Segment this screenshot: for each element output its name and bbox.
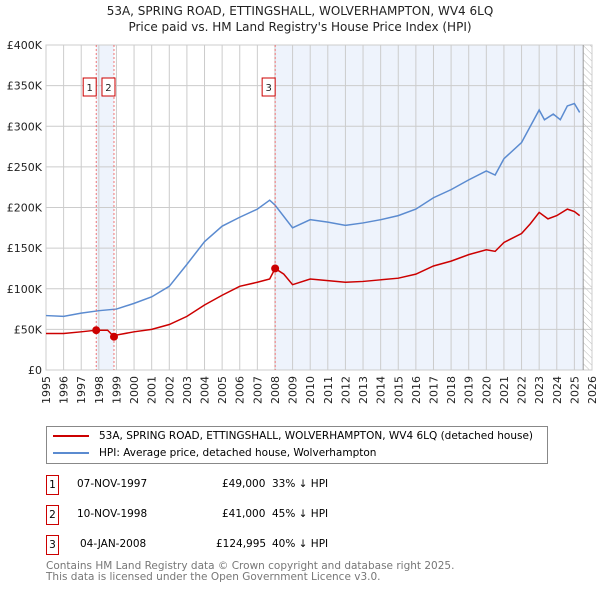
x-tick-label: 2016 — [410, 376, 423, 404]
x-tick-label: 2018 — [445, 376, 458, 404]
x-tick-label: 2003 — [181, 376, 194, 404]
x-tick-label: 2009 — [287, 376, 300, 404]
legend-blue-line — [53, 452, 89, 454]
legend: 53A, SPRING ROAD, ETTINGSHALL, WOLVERHAM… — [46, 426, 548, 464]
sale-marker: 1 — [46, 475, 59, 495]
x-tick-label: 2024 — [551, 376, 564, 404]
sale-label-box — [261, 77, 276, 97]
sale-hpi: 33% ↓ HPI — [272, 478, 329, 490]
sale-date: 10-NOV-1998 — [77, 508, 148, 520]
x-tick-label: 1995 — [40, 376, 53, 404]
footer: Contains HM Land Registry data © Crown c… — [46, 561, 454, 583]
x-tick-label: 2005 — [216, 376, 229, 404]
chart-subtitle: Price paid vs. HM Land Registry's House … — [128, 20, 472, 34]
sale-marker: 3 — [46, 535, 59, 555]
x-tick-label: 2020 — [480, 376, 493, 404]
sale-label: 1 — [87, 83, 93, 94]
x-tick-label: 2007 — [251, 376, 264, 404]
x-tick-label: 2004 — [199, 376, 212, 404]
x-tick-label: 2000 — [128, 376, 141, 404]
sale-marker: 2 — [46, 505, 59, 525]
sale-hpi: 45% ↓ HPI — [272, 508, 329, 520]
x-tick-label: 1998 — [93, 376, 106, 404]
y-tick-label: £150K — [7, 242, 43, 255]
sale-label: 2 — [105, 83, 111, 94]
x-tick-label: 1997 — [75, 376, 88, 404]
chart-title: 53A, SPRING ROAD, ETTINGSHALL, WOLVERHAM… — [106, 4, 494, 18]
x-tick-label: 2026 — [586, 376, 599, 404]
sale-label-box — [101, 77, 116, 97]
licence-text: This data is licensed under the Open Gov… — [46, 571, 381, 583]
sale-row: 2 10-NOV-1998 £41,000 45% ↓ HPI — [46, 505, 446, 525]
x-tick-label: 2022 — [516, 376, 529, 404]
y-tick-label: £200K — [7, 202, 43, 215]
x-tick-label: 2013 — [357, 376, 370, 404]
x-tick-label: 2006 — [234, 376, 247, 404]
x-tick-label: 2012 — [339, 376, 352, 404]
sale-date: 04-JAN-2008 — [80, 538, 147, 550]
sale-hpi: 40% ↓ HPI — [272, 538, 329, 550]
x-tick-label: 1999 — [110, 376, 123, 404]
y-tick-label: £400K — [7, 39, 43, 52]
x-tick-label: 2023 — [533, 376, 546, 404]
sale-price: £41,000 — [222, 508, 266, 520]
sale-point — [92, 326, 101, 335]
x-tick-label: 2002 — [163, 376, 176, 404]
copyright-text: Contains HM Land Registry data © Crown c… — [46, 560, 455, 572]
legend-label-hpi: HPI: Average price, detached house, Wolv… — [99, 447, 377, 459]
x-tick-label: 1996 — [58, 376, 71, 404]
sale-price: £124,995 — [216, 538, 267, 550]
series-line — [45, 102, 581, 318]
sale-label-box — [82, 77, 97, 97]
y-tick-label: £250K — [7, 161, 43, 174]
x-tick-label: 2021 — [498, 376, 511, 404]
y-tick-label: £50K — [14, 323, 43, 336]
sale-price: £49,000 — [222, 478, 266, 490]
x-tick-label: 2019 — [463, 376, 476, 404]
y-tick-label: £300K — [7, 120, 43, 133]
x-tick-label: 2017 — [427, 376, 440, 404]
sale-label: 3 — [265, 83, 271, 94]
sale-point — [109, 332, 118, 341]
y-tick-label: £350K — [7, 80, 43, 93]
sale-point — [271, 264, 280, 273]
x-tick-label: 2015 — [392, 376, 405, 404]
y-tick-label: £0 — [28, 364, 42, 377]
legend-label-property: 53A, SPRING ROAD, ETTINGSHALL, WOLVERHAM… — [99, 430, 534, 442]
y-tick-label: £100K — [7, 283, 43, 296]
legend-red-line — [53, 435, 89, 437]
x-tick-label: 2025 — [568, 376, 581, 404]
sale-date: 07-NOV-1997 — [77, 478, 148, 490]
sale-row: 3 04-JAN-2008 £124,995 40% ↓ HPI — [46, 535, 446, 555]
x-tick-label: 2010 — [304, 376, 317, 404]
x-tick-label: 2014 — [375, 376, 388, 404]
sale-row: 1 07-NOV-1997 £49,000 33% ↓ HPI — [46, 475, 446, 495]
x-tick-label: 2011 — [322, 376, 335, 404]
series-line — [46, 208, 581, 338]
x-tick-label: 2001 — [146, 376, 159, 404]
x-tick-label: 2008 — [269, 376, 282, 404]
chart: 1995 1996 1997 1998 1999 2000 2001 2002 2003 2004… — [7, 39, 599, 404]
